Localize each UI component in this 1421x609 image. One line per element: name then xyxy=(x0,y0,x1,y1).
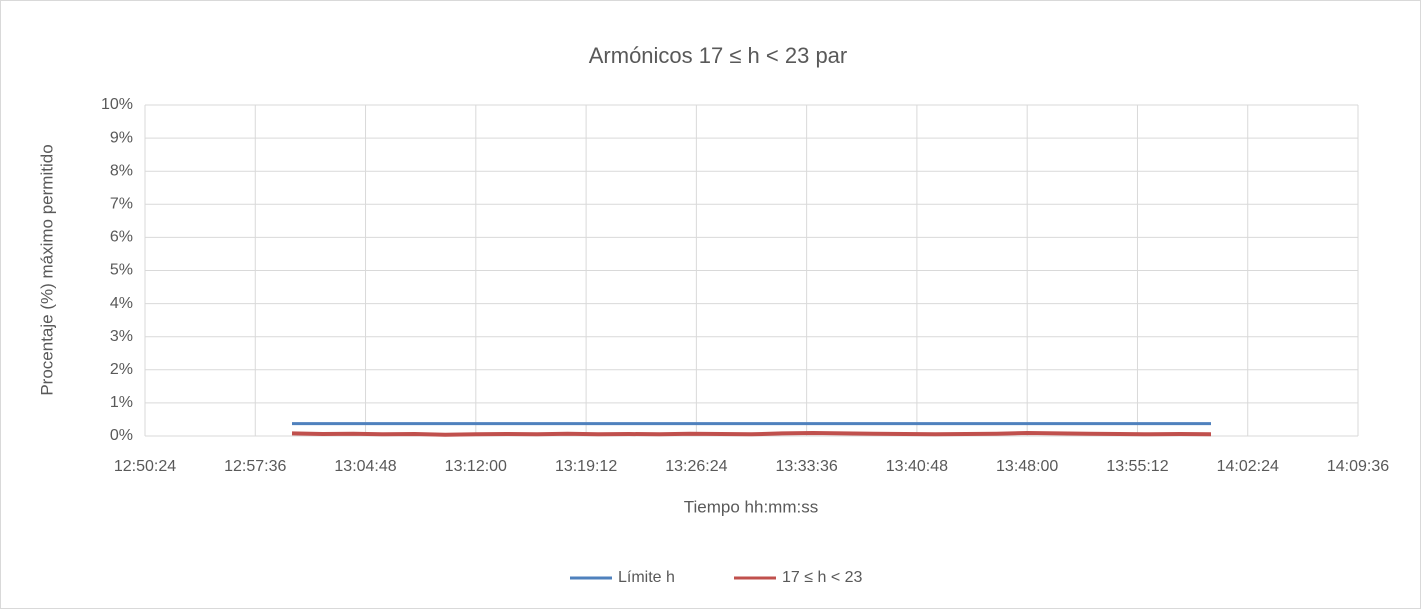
y-tick-label: 0% xyxy=(110,427,133,444)
x-tick-label: 13:04:48 xyxy=(334,458,396,475)
x-tick-label: 13:33:36 xyxy=(775,458,837,475)
x-tick-label: 14:02:24 xyxy=(1217,458,1279,475)
x-tick-label: 13:26:24 xyxy=(665,458,727,475)
legend-label: Límite h xyxy=(618,569,675,586)
y-tick-label: 8% xyxy=(110,162,133,179)
y-tick-label: 4% xyxy=(110,295,133,312)
x-tick-label: 12:57:36 xyxy=(224,458,286,475)
x-axis-title: Tiempo hh:mm:ss xyxy=(684,497,818,516)
x-tick-label: 13:48:00 xyxy=(996,458,1058,475)
y-tick-label: 7% xyxy=(110,196,133,213)
y-tick-label: 10% xyxy=(101,96,133,113)
y-tick-label: 1% xyxy=(110,394,133,411)
x-tick-label: 13:19:12 xyxy=(555,458,617,475)
series-line xyxy=(291,431,1212,437)
y-tick-label: 5% xyxy=(110,262,133,279)
y-axis-title: Procentaje (%) máximo permitido xyxy=(37,144,56,395)
x-tick-label: 14:09:36 xyxy=(1327,458,1389,475)
y-tick-label: 3% xyxy=(110,328,133,345)
x-tick-label: 13:12:00 xyxy=(445,458,507,475)
y-tick-label: 6% xyxy=(110,229,133,246)
x-tick-label: 13:40:48 xyxy=(886,458,948,475)
y-tick-label: 2% xyxy=(110,361,133,378)
legend-label: 17 ≤ h < 23 xyxy=(782,569,863,586)
x-tick-label: 13:55:12 xyxy=(1106,458,1168,475)
chart-title: Armónicos 17 ≤ h < 23 par xyxy=(589,43,848,68)
y-tick-label: 9% xyxy=(110,129,133,146)
x-tick-label: 12:50:24 xyxy=(114,458,176,475)
